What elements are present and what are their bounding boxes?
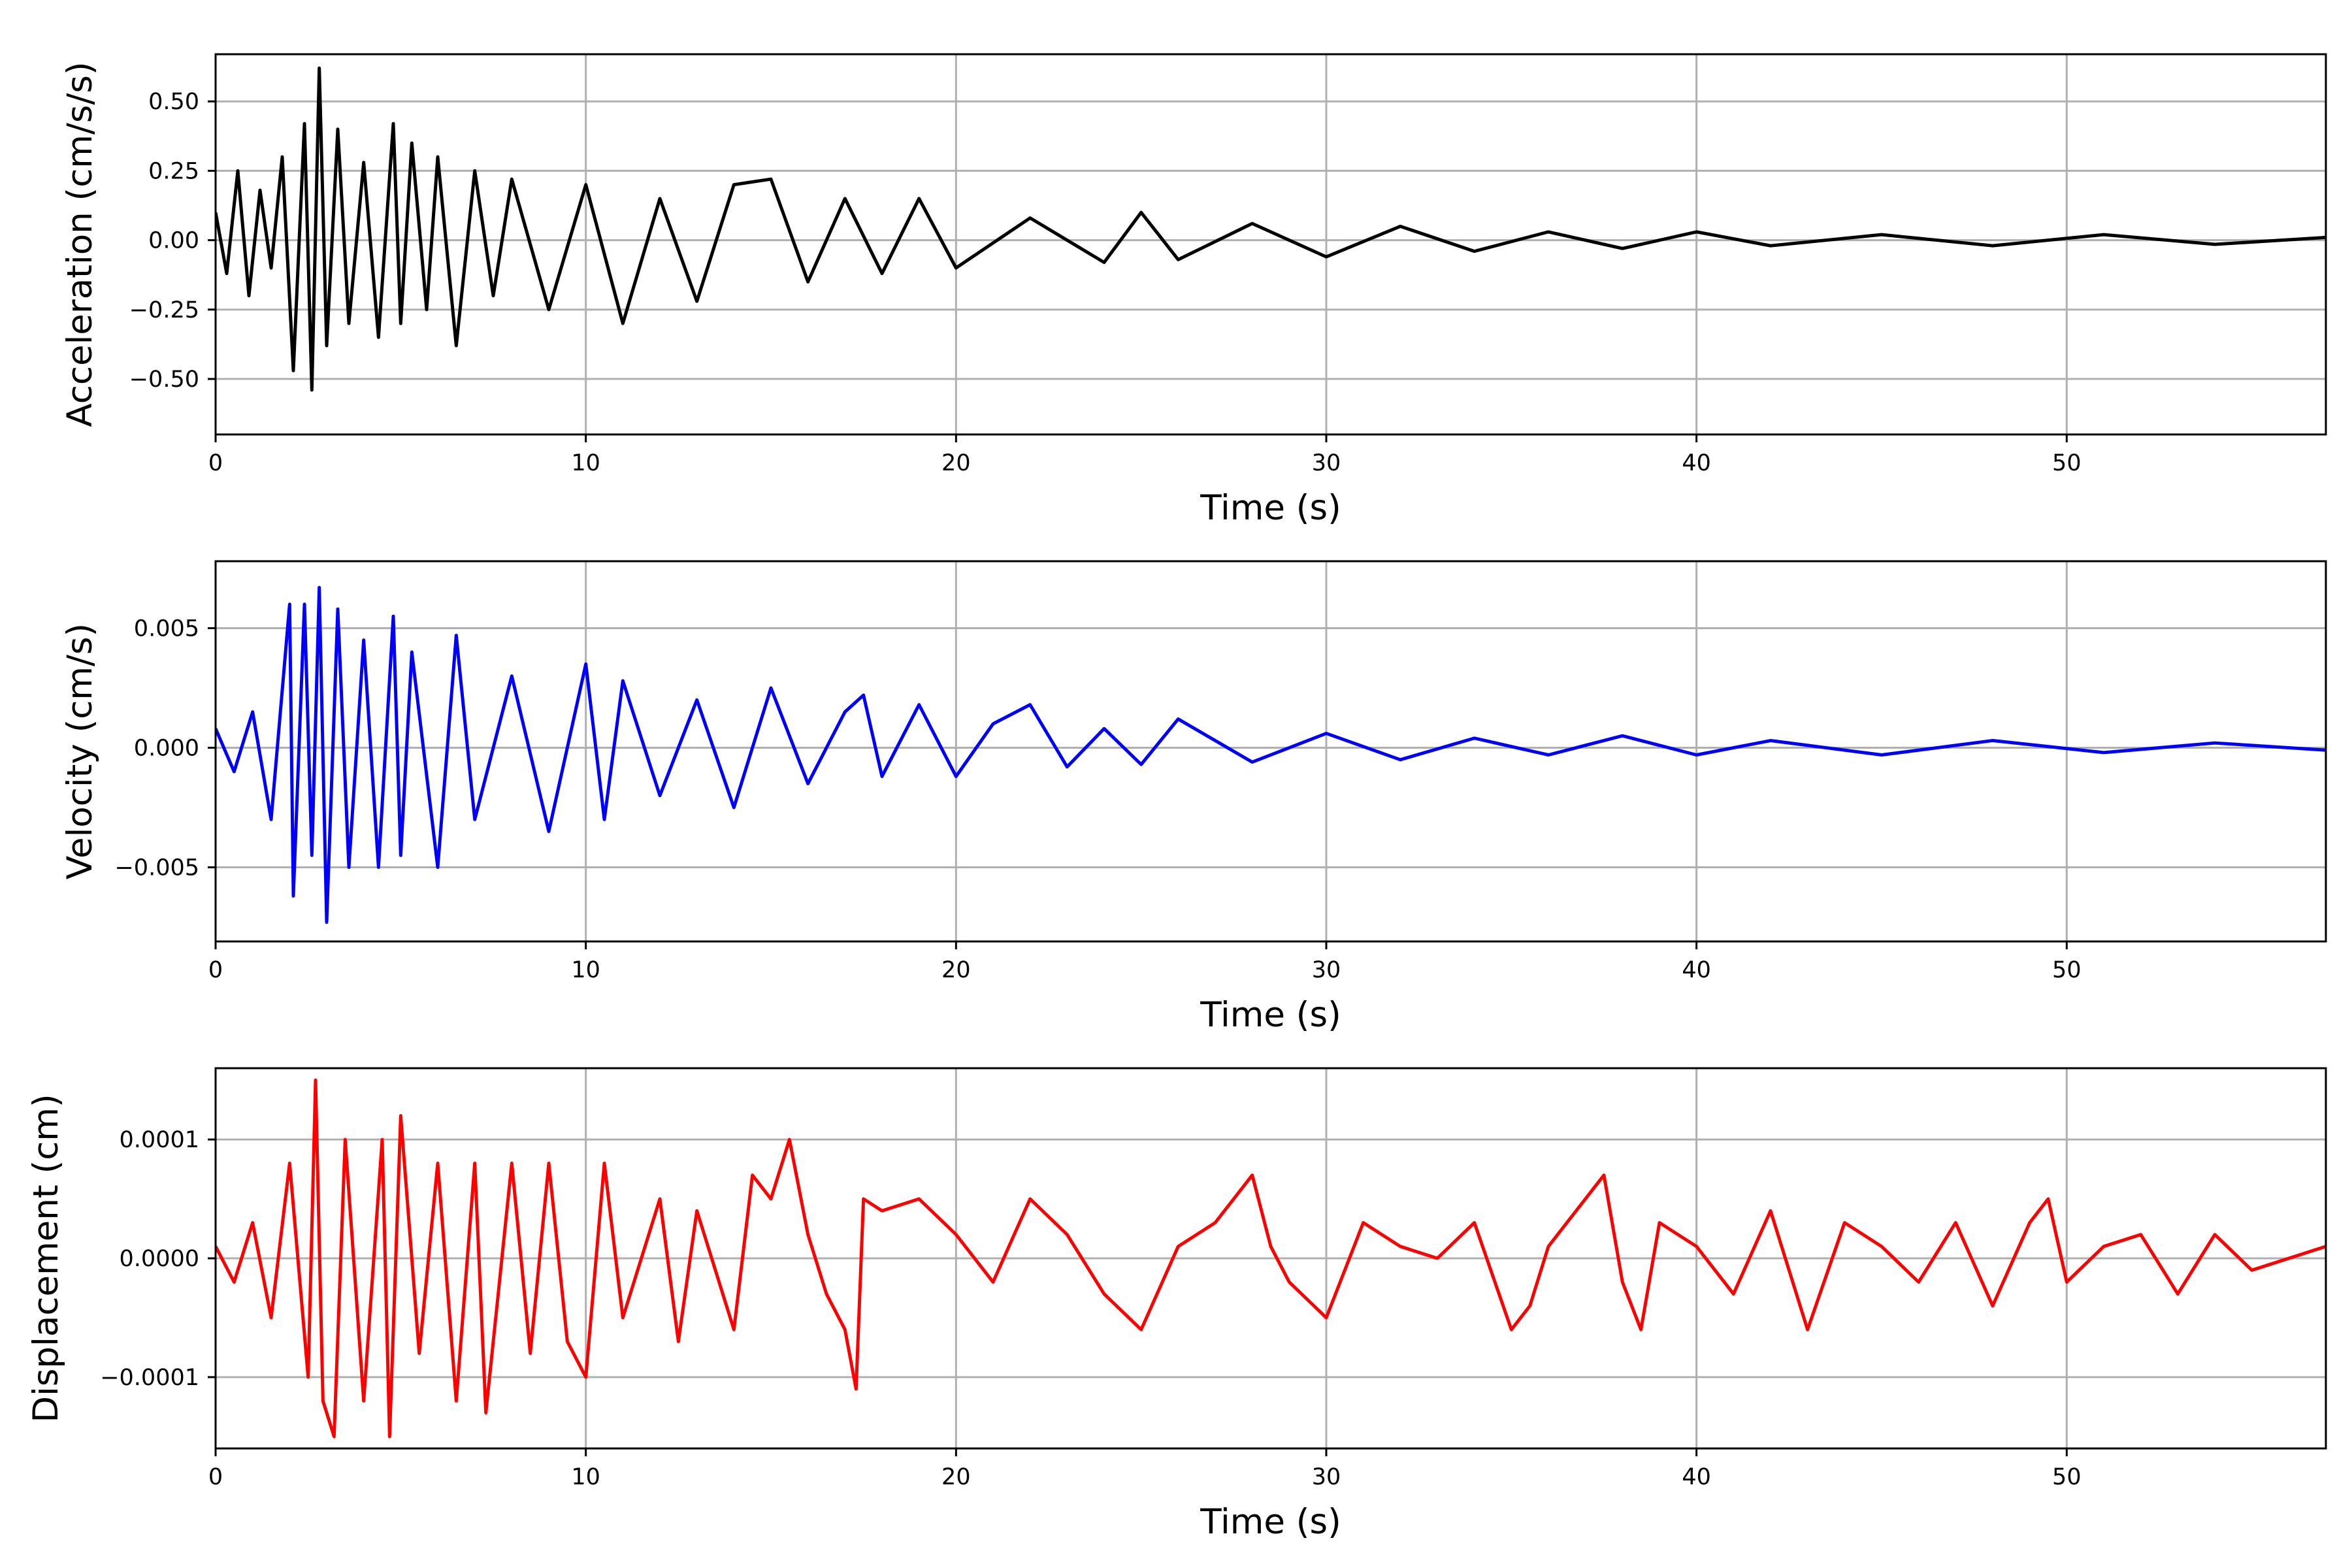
displacement-x-tick-label: 50: [2052, 1464, 2082, 1490]
displacement-x-tick-label: 20: [941, 1464, 971, 1490]
displacement-y-axis-label: Displacement (cm): [26, 1094, 66, 1422]
acceleration-y-tick-label: 0.00: [148, 228, 199, 254]
acceleration-x-tick-label: 40: [1682, 450, 1711, 476]
displacement-x-axis-label: Time (s): [1200, 1502, 1341, 1542]
acceleration-y-axis-label: Acceleration (cm/s/s): [60, 61, 100, 427]
displacement-panel: 0 10 20 30 40 50 0.0001 0.0000 −0.0001 Time (s) Di…: [26, 1067, 2327, 1542]
acceleration-plot-frame: [214, 53, 2327, 436]
velocity-x-tick-label: 20: [941, 957, 971, 983]
displacement-series-line: [216, 1078, 2326, 1439]
velocity-y-tick-label: −0.005: [114, 855, 199, 881]
velocity-panel: 0 10 20 30 40 50 0.005 0.000 −0.005 Time (s) Veloc…: [60, 560, 2327, 1035]
velocity-x-tick-label: 0: [208, 957, 223, 983]
velocity-y-axis-label: Velocity (cm/s): [60, 623, 100, 879]
acceleration-x-axis-label: Time (s): [1200, 488, 1341, 528]
displacement-y-tick-label: 0.0001: [120, 1127, 199, 1153]
acceleration-y-tick-label: 0.50: [148, 89, 199, 115]
acceleration-x-tick-label: 20: [941, 450, 971, 476]
velocity-y-tick-label: 0.005: [134, 615, 199, 642]
acceleration-y-tick-label: −0.25: [129, 297, 199, 323]
displacement-x-tick-label: 40: [1682, 1464, 1711, 1490]
velocity-x-tick-label: 40: [1682, 957, 1711, 983]
displacement-x-tick-label: 0: [208, 1464, 223, 1490]
acceleration-x-tick-label: 30: [1312, 450, 1341, 476]
displacement-y-tick-label: −0.0001: [100, 1365, 199, 1391]
acceleration-y-tick-label: 0.25: [148, 158, 199, 184]
acceleration-x-tick-label: 10: [571, 450, 600, 476]
velocity-plot-frame: [214, 560, 2327, 943]
displacement-y-tick-label: 0.0000: [120, 1246, 199, 1272]
acceleration-y-tick-label: −0.50: [129, 367, 199, 393]
velocity-x-tick-label: 50: [2052, 957, 2082, 983]
velocity-series-line: [216, 585, 2326, 924]
acceleration-series-line: [216, 66, 2326, 392]
acceleration-panel: 0 10 20 30 40 50 0.50 0.25 0.00 −0.25 −0.50 Time (s…: [60, 53, 2327, 528]
velocity-x-tick-label: 10: [571, 957, 600, 983]
velocity-x-tick-label: 30: [1312, 957, 1341, 983]
acceleration-x-tick-label: 0: [208, 450, 223, 476]
velocity-y-tick-label: 0.000: [134, 736, 199, 762]
velocity-x-axis-label: Time (s): [1200, 995, 1341, 1035]
displacement-x-tick-label: 10: [571, 1464, 600, 1490]
acceleration-x-tick-label: 50: [2052, 450, 2082, 476]
displacement-x-tick-label: 30: [1312, 1464, 1341, 1490]
panels: 0 10 20 30 40 50 0.50 0.25 0.00 −0.25 −0.50 Time (s…: [26, 53, 2327, 1542]
